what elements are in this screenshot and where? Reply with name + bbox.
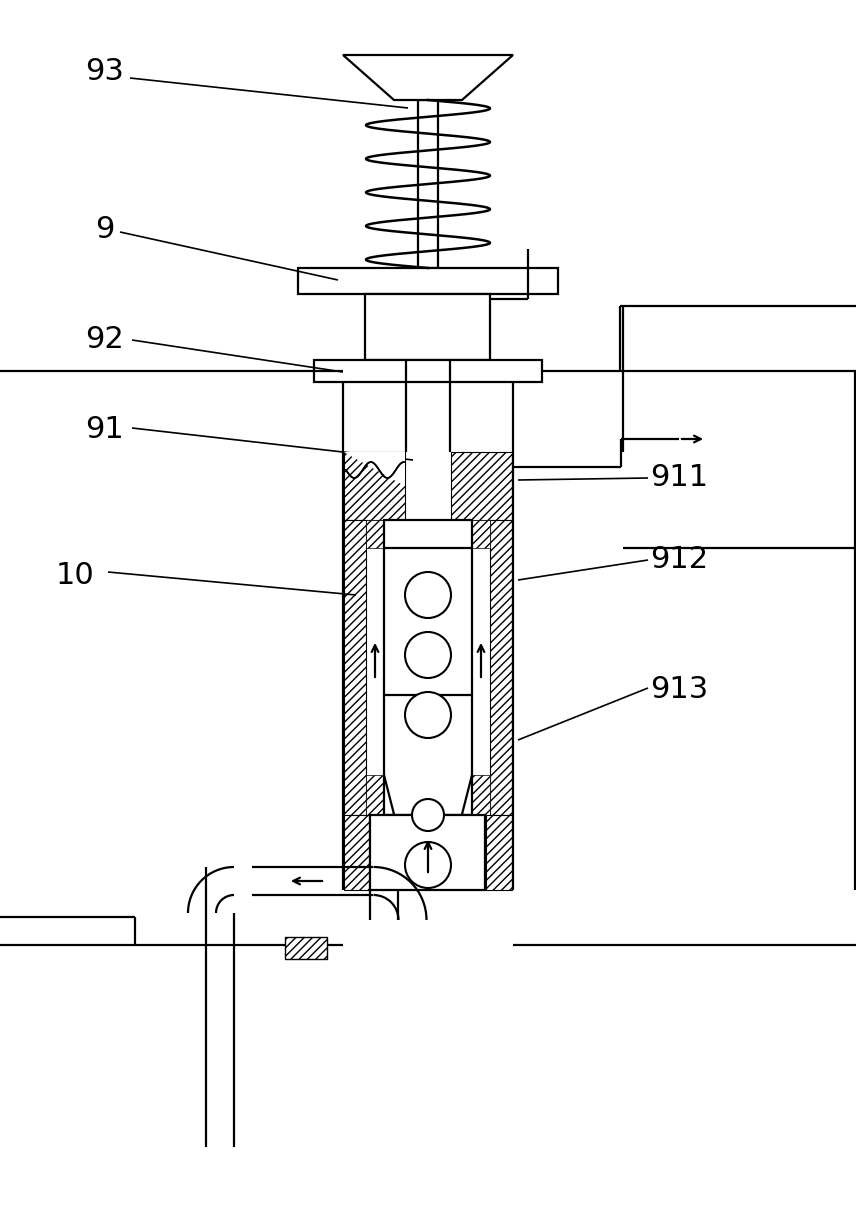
Text: 911: 911 xyxy=(650,463,708,492)
Circle shape xyxy=(405,842,451,888)
Bar xyxy=(472,775,490,830)
Circle shape xyxy=(405,572,451,618)
Text: 10: 10 xyxy=(56,560,94,589)
Bar xyxy=(366,775,384,830)
Bar xyxy=(451,451,512,520)
Bar xyxy=(366,295,490,360)
Bar xyxy=(371,815,485,890)
Text: 92: 92 xyxy=(86,326,124,355)
Bar xyxy=(384,520,472,815)
Polygon shape xyxy=(344,451,405,486)
Text: 93: 93 xyxy=(86,58,124,87)
Polygon shape xyxy=(343,56,513,100)
Bar xyxy=(314,360,542,381)
Bar xyxy=(344,520,366,815)
Bar xyxy=(344,815,370,890)
Bar xyxy=(298,268,558,295)
Bar xyxy=(285,937,327,960)
Text: 91: 91 xyxy=(86,415,124,444)
Text: 913: 913 xyxy=(650,676,708,705)
Bar xyxy=(418,100,438,268)
Circle shape xyxy=(405,632,451,678)
Circle shape xyxy=(412,799,444,830)
Polygon shape xyxy=(344,451,405,486)
Bar xyxy=(486,815,512,890)
Text: 9: 9 xyxy=(95,216,115,245)
Bar xyxy=(366,520,384,548)
Circle shape xyxy=(405,692,451,737)
Text: 912: 912 xyxy=(650,546,708,575)
Bar xyxy=(490,520,512,815)
Bar xyxy=(472,520,490,548)
Bar xyxy=(344,451,405,520)
